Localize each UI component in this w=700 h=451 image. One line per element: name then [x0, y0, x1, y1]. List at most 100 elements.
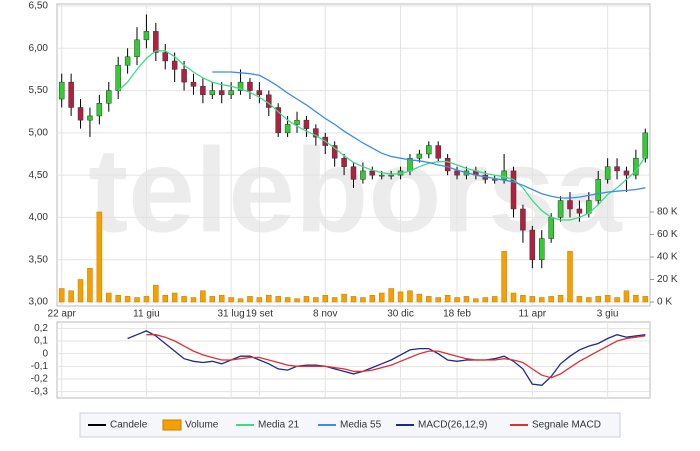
volume-bar	[378, 292, 385, 303]
candle-body	[190, 81, 197, 87]
volume-bar	[294, 298, 300, 303]
candle-body	[294, 119, 300, 125]
x-tick-label: 22 apr	[48, 309, 77, 320]
candle-body	[614, 166, 620, 172]
candle-body	[350, 166, 357, 180]
y-tick-label: 3,50	[29, 254, 49, 265]
volume-bar	[407, 290, 413, 303]
candle-body	[87, 115, 93, 121]
volume-bar	[284, 297, 291, 303]
candle-body	[162, 52, 168, 62]
candle-body	[341, 157, 347, 167]
candle-body	[284, 124, 291, 134]
volume-bar	[567, 251, 573, 303]
volume-bar	[247, 296, 253, 303]
y2-tick-label: 80 K	[657, 207, 678, 218]
candle-body	[247, 81, 253, 91]
volume-bar	[171, 292, 178, 303]
candle-body	[557, 200, 564, 218]
volume-bar	[463, 296, 470, 303]
legend-label: Media 55	[340, 420, 382, 431]
y-tick-label: 0	[42, 348, 48, 359]
volume-bar	[322, 294, 329, 303]
candle-body	[115, 64, 121, 91]
volume-bar	[557, 294, 564, 303]
y-tick-label: 5,00	[29, 127, 49, 138]
y-tick-label: -0,1	[31, 361, 49, 372]
legend-label: MACD(26,12,9)	[418, 420, 487, 431]
candle-body	[604, 166, 611, 180]
x-tick-label: 30 dic	[387, 309, 414, 320]
price-frame	[56, 3, 651, 307]
volume-bar	[256, 297, 263, 303]
y-tick-label: 4,00	[29, 212, 49, 223]
candle-body	[416, 153, 423, 159]
volume-bar	[228, 297, 234, 303]
volume-bar	[529, 296, 536, 303]
volume-bar	[331, 297, 338, 303]
volume-bar	[548, 296, 554, 303]
candle-body	[520, 208, 526, 231]
volume-bar	[482, 297, 489, 303]
x-tick-label: 19 set	[246, 309, 273, 320]
candle-body	[576, 208, 583, 214]
candle-body	[218, 90, 225, 96]
candle-body	[426, 145, 432, 155]
line-series	[146, 334, 646, 379]
line-series	[212, 71, 646, 199]
candle-body	[134, 39, 140, 57]
y-tick-label: 6,50	[29, 1, 49, 12]
volume-bar	[426, 296, 432, 303]
watermark: teleborsa	[88, 124, 623, 258]
volume-bar	[539, 297, 545, 303]
volume-bar	[360, 297, 366, 303]
x-tick-label: 31 lug	[218, 309, 245, 320]
volume-bar	[124, 296, 131, 303]
volume-bar	[218, 294, 225, 303]
line-series	[117, 50, 646, 221]
volume-bar	[313, 297, 319, 303]
candle-body	[595, 179, 601, 201]
candle-body	[548, 217, 554, 239]
candle-body	[77, 107, 84, 121]
y2-tick-label: 40 K	[657, 252, 678, 263]
y-tick-label: 4,50	[29, 170, 49, 181]
candle-body	[567, 200, 573, 210]
candle-body	[256, 90, 263, 96]
candle-body	[491, 179, 498, 181]
y2-tick-label: 20 K	[657, 274, 678, 285]
candle-body	[510, 170, 517, 210]
volume-bar	[416, 293, 423, 303]
candle-body	[228, 90, 234, 96]
legend-label: Segnale MACD	[532, 420, 601, 431]
volume-bar	[614, 297, 620, 303]
y-tick-label: 6,00	[29, 43, 49, 54]
candle-body	[275, 107, 281, 134]
y-tick-label: -0,2	[31, 374, 49, 385]
candle-body	[143, 31, 150, 41]
candle-body	[200, 86, 206, 96]
volume-bar	[350, 296, 357, 303]
candle-body	[435, 145, 441, 159]
candle-body	[58, 81, 65, 100]
volume-bar	[388, 288, 394, 303]
volume-bar	[115, 294, 121, 303]
x-tick-label: 18 feb	[443, 309, 471, 320]
candle-body	[237, 81, 244, 91]
volume-bar	[181, 296, 187, 303]
candle-body	[529, 229, 536, 260]
candle-body	[68, 81, 74, 108]
candle-body	[388, 174, 394, 177]
volume-bar	[510, 292, 517, 303]
volume-bar	[595, 296, 601, 303]
candle-body	[303, 119, 310, 129]
candle-body	[153, 31, 159, 53]
candle-body	[313, 128, 319, 138]
y2-tick-label: 60 K	[657, 229, 678, 240]
candle-body	[209, 90, 216, 96]
candle-body	[124, 56, 131, 66]
volume-bar	[209, 296, 216, 303]
volume-bar	[473, 298, 479, 303]
candle-body	[454, 170, 460, 176]
